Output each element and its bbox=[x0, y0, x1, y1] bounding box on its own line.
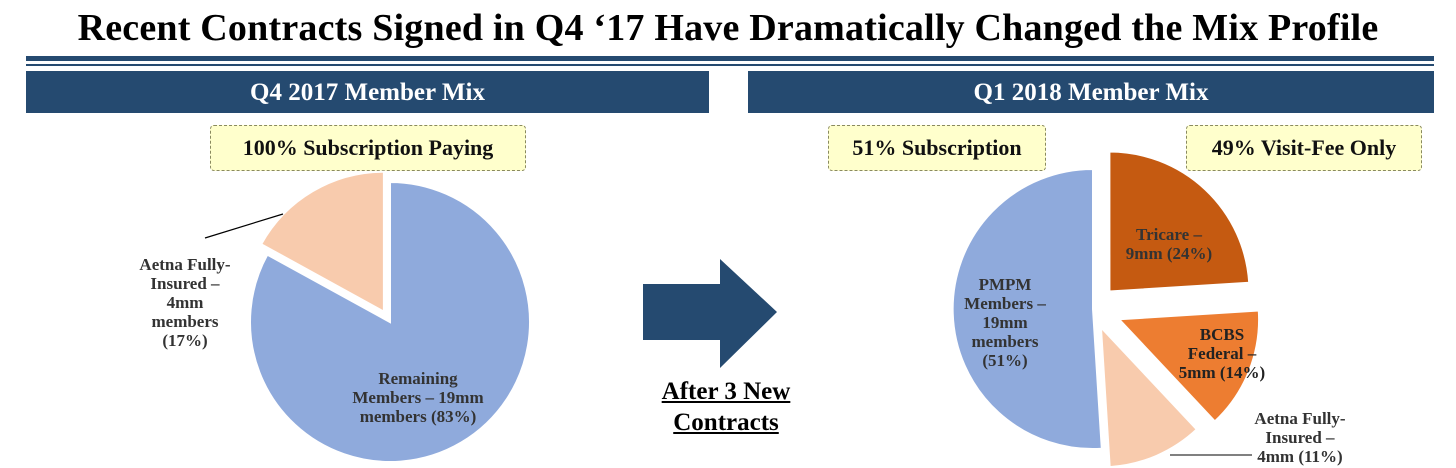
left-pie-label-aetna-fully-insured-4mm-members: Aetna Fully-Insured –4mm members (17%) bbox=[139, 255, 230, 350]
left-pie-chart: Remaining Members – 19mm members (83%) Aetn… bbox=[139, 170, 531, 463]
right-pie-label-aetna-fully-insured-4mm: Aetna Fully-Insured –4mm (11%) bbox=[1254, 409, 1345, 466]
left-pie-slice-remaining-members-19mm-members bbox=[249, 180, 531, 463]
page-title: Recent Contracts Signed in Q4 ‘17 Have D… bbox=[77, 7, 1379, 49]
left-panel-header: Q4 2017 Member Mix bbox=[26, 71, 709, 113]
right-pie-slice-tricare-9mm bbox=[1108, 150, 1251, 293]
right-pie-chart: PMPM Members –19mm members (51%) Tricare –9m… bbox=[951, 150, 1346, 468]
left-pie-slice-aetna-fully-insured-4mm-members bbox=[259, 170, 385, 314]
aetna-left-leader-line bbox=[204, 213, 284, 239]
right-pie-label-tricare-9mm: Tricare –9mm (24%) bbox=[1126, 225, 1212, 263]
right-panel-header: Q1 2018 Member Mix bbox=[748, 71, 1434, 113]
arrow-label: After 3 New Contracts bbox=[636, 376, 816, 438]
right-visit-fee-callout: 49% Visit-Fee Only bbox=[1186, 125, 1422, 171]
title-rule-thin bbox=[26, 64, 1434, 66]
right-pie-label-pmpm-members-19mm-members: PMPM Members –19mm members (51%) bbox=[964, 275, 1046, 370]
title-rule-thick bbox=[26, 56, 1434, 61]
transition-arrow-icon bbox=[643, 259, 777, 368]
right-pie-slice-pmpm-members-19mm-members bbox=[951, 167, 1103, 450]
right-pie-slice-aetna-fully-insured-4mm bbox=[1099, 324, 1199, 468]
left-pie-label-remaining-members-19mm-members: Remaining Members – 19mm members (83%) bbox=[352, 369, 483, 426]
right-pie-label-bcbs-federal-5mm: BCBS Federal –5mm (14%) bbox=[1179, 325, 1265, 382]
right-subscription-callout: 51% Subscription bbox=[828, 125, 1046, 171]
right-pie-slice-bcbs-federal-5mm bbox=[1116, 309, 1261, 423]
arrow-label-line-2: Contracts bbox=[673, 409, 779, 436]
arrow-label-line-1: After 3 New bbox=[661, 378, 791, 405]
left-subscription-callout: 100% Subscription Paying bbox=[210, 125, 526, 171]
